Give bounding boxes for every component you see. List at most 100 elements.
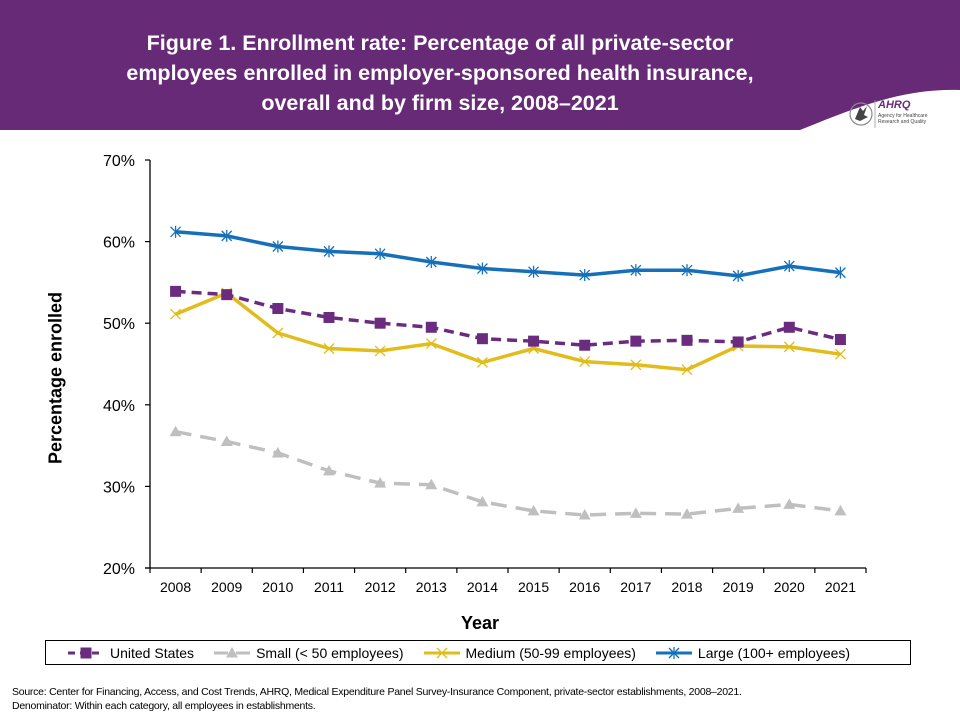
data-point-large-100-employees <box>681 264 693 277</box>
x-tick-label: 2016 <box>569 579 600 595</box>
data-point-large-100-employees <box>425 256 437 268</box>
legend-swatch-large-100-employees <box>655 646 692 659</box>
data-point-small-50-employees <box>476 495 489 507</box>
data-point-united-states <box>374 317 386 329</box>
legend-item-large-100-employees: Large (100+ employees) <box>654 645 850 661</box>
data-point-small-50-employees <box>629 507 642 518</box>
data-point-small-50-employees <box>323 464 335 476</box>
x-tick-label: 2014 <box>467 579 498 595</box>
data-point-large-100-employees <box>834 266 846 279</box>
legend-item-united-states: United States <box>66 645 194 661</box>
legend-item-small-50-employees: Small (< 50 employees) <box>212 644 404 661</box>
chart-series <box>169 225 847 520</box>
data-point-medium-50-99-employees <box>272 327 284 339</box>
data-point-small-50-employees <box>578 508 591 520</box>
ahrq-logo-name: AHRQ <box>878 99 911 111</box>
source-text: Source: Center for Financing, Access, an… <box>12 686 742 698</box>
data-point-medium-50-99-employees <box>579 356 591 368</box>
y-tick-label: 60% <box>103 235 135 252</box>
ahrq-logo-subtitle: Agency for Healthcare Research and Quali… <box>878 113 928 125</box>
data-point-medium-50-99-employees <box>323 343 335 354</box>
data-point-medium-50-99-employees <box>476 356 488 368</box>
legend-swatch-united-states <box>68 647 104 658</box>
data-point-united-states <box>323 311 335 323</box>
data-point-united-states <box>528 335 540 347</box>
legend-marker-small-50-employees <box>226 646 239 657</box>
series-large-100-employees <box>170 225 846 282</box>
data-point-united-states <box>425 321 437 333</box>
header-purple-band <box>0 0 960 130</box>
series-line-united-states <box>175 289 841 347</box>
data-point-medium-50-99-employees <box>681 364 693 376</box>
data-point-united-states <box>579 339 591 351</box>
chart-axes: 20% 30% 40% 50% 60% 70% 2008 2009 2010 2011 2012 20… <box>103 153 867 595</box>
legend-label-united-states: United States <box>110 644 195 661</box>
data-point-small-50-employees <box>834 504 847 516</box>
data-point-small-50-employees <box>374 477 387 488</box>
x-tick-label: 2020 <box>774 579 805 595</box>
x-axis-title: Year <box>460 613 500 633</box>
data-point-small-50-employees <box>681 508 693 519</box>
figure-title-line-2: employees enrolled in employer-sponsored… <box>126 61 754 85</box>
figure-title-line-1: Figure 1. Enrollment rate: Percentage of… <box>146 31 734 55</box>
series-medium-50-99-employees <box>170 287 846 376</box>
y-tick-label: 70% <box>103 153 135 170</box>
data-point-small-50-employees <box>271 446 284 458</box>
data-point-medium-50-99-employees <box>425 338 437 350</box>
chart-legend: United States Small (< 50 employees) Mediu… <box>45 640 911 665</box>
series-line-large-100-employees <box>175 230 841 278</box>
series-united-states <box>170 285 846 351</box>
y-tick-label: 50% <box>103 316 135 333</box>
data-point-united-states <box>732 336 744 348</box>
legend-marker-large-100-employees <box>668 646 680 659</box>
ahrq-logo: AHRQ Agency for Healthcare Research and … <box>848 97 948 133</box>
source-note: Source: Center for Financing, Access, an… <box>12 685 742 713</box>
legend-marker-united-states <box>80 647 92 658</box>
data-point-medium-50-99-employees <box>170 308 182 320</box>
legend-label-small-50-employees: Small (< 50 employees) <box>256 644 404 661</box>
series-line-medium-50-99-employees <box>174 291 841 372</box>
data-point-united-states <box>221 289 233 301</box>
x-tick-label: 2021 <box>825 579 856 595</box>
legend-marker-medium-50-99-employees <box>436 647 447 658</box>
line-chart: 20% 30% 40% 50% 60% 70% 2008 2009 2010 2011 2012 20… <box>103 153 867 595</box>
data-point-large-100-employees <box>579 269 591 282</box>
legend-item-medium-50-99-employees: Medium (50-99 employees) <box>422 645 636 661</box>
legend-swatch-medium-50-99-employees <box>423 647 460 658</box>
data-point-united-states <box>630 335 642 347</box>
data-point-medium-50-99-employees <box>783 341 795 353</box>
data-point-united-states <box>681 334 693 346</box>
data-point-large-100-employees <box>323 245 335 258</box>
data-point-medium-50-99-employees <box>374 345 386 357</box>
x-tick-label: 2017 <box>620 579 651 595</box>
x-tick-label: 2012 <box>365 579 396 595</box>
data-point-medium-50-99-employees <box>834 348 846 360</box>
data-point-large-100-employees <box>221 229 233 242</box>
data-point-small-50-employees <box>425 478 438 490</box>
data-point-small-50-employees <box>169 425 182 437</box>
y-tick-label: 40% <box>103 398 135 415</box>
figure-title-line-3: overall and by firm size, 2008–2021 <box>261 91 619 115</box>
x-tick-label: 2010 <box>262 579 293 595</box>
y-axis-title: Percentage enrolled <box>45 291 66 465</box>
data-point-large-100-employees <box>630 264 642 277</box>
data-point-large-100-employees <box>374 247 386 260</box>
header-background <box>0 0 960 130</box>
data-point-united-states <box>783 321 795 333</box>
data-point-large-100-employees <box>476 262 488 275</box>
data-point-united-states <box>170 285 182 297</box>
series-line-small-50-employees <box>175 429 841 517</box>
data-point-large-100-employees <box>528 265 540 278</box>
x-tick-label: 2015 <box>518 579 549 595</box>
series-small-50-employees <box>169 425 847 520</box>
header-banner: Figure 1. Enrollment rate: Percentage of… <box>0 0 960 140</box>
x-tick-label: 2008 <box>160 579 191 595</box>
data-point-small-50-employees <box>783 498 796 509</box>
data-point-large-100-employees <box>272 240 284 253</box>
legend-label-medium-50-99-employees: Medium (50-99 employees) <box>465 644 636 661</box>
hhs-eagle-icon <box>849 100 876 128</box>
data-point-united-states <box>834 334 846 346</box>
denominator-text: Denominator: Within each category, all e… <box>12 700 316 712</box>
x-tick-label: 2009 <box>211 579 242 595</box>
legend-swatch-small-50-employees <box>214 646 251 657</box>
